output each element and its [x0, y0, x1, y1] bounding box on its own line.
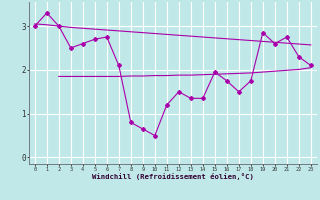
X-axis label: Windchill (Refroidissement éolien,°C): Windchill (Refroidissement éolien,°C) — [92, 173, 254, 180]
